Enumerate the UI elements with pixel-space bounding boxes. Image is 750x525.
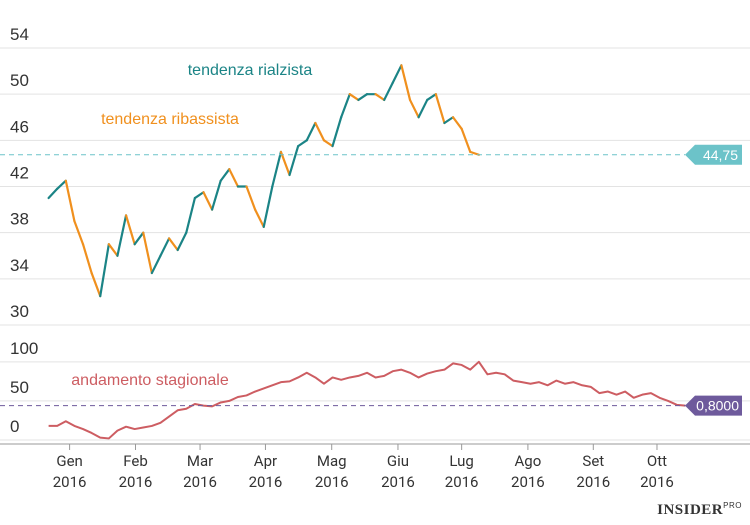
x-tick-label: Feb 2016 <box>118 452 153 491</box>
trend-segment <box>417 98 429 119</box>
trend-segment <box>451 116 463 130</box>
trend-segment <box>460 127 472 153</box>
trend-segment <box>322 139 334 148</box>
trend-segment <box>400 64 412 102</box>
annotation: andamento stagionale <box>71 372 229 389</box>
trend-segment <box>262 185 274 228</box>
x-tick-label: Ott 2016 <box>640 452 674 491</box>
trend-segment <box>133 231 145 246</box>
y-tick-label: 46 <box>10 117 29 136</box>
trend-segment <box>228 168 240 188</box>
trend-segment <box>90 271 102 298</box>
trend-segment <box>408 98 420 119</box>
annotation: tendenza ribassista <box>101 111 239 128</box>
trend-segment <box>288 145 300 177</box>
value-badge-label: 0,8000 <box>696 398 739 414</box>
logo-text: INSIDER <box>657 502 724 518</box>
trend-segment <box>331 116 343 148</box>
trend-segment <box>107 243 119 257</box>
trend-segment <box>279 150 291 177</box>
trend-segment <box>64 179 76 223</box>
y-tick-label: 50 <box>10 378 29 397</box>
x-tick-label: Lug 2016 <box>444 452 479 491</box>
trend-segment <box>383 81 394 102</box>
trend-segment <box>254 208 265 228</box>
value-badge <box>685 395 742 416</box>
trend-segment <box>99 243 110 298</box>
trend-segment <box>150 254 162 275</box>
trend-segment <box>73 220 85 246</box>
x-tick-label: Ago 2016 <box>511 452 545 491</box>
trend-segment <box>348 93 360 102</box>
trend-segment <box>159 237 171 257</box>
trend-segment <box>314 121 326 142</box>
trend-segment <box>185 196 196 234</box>
trend-segment <box>167 237 179 252</box>
trend-segment <box>245 185 257 211</box>
trend-segment <box>142 231 153 275</box>
x-tick-label: Mar 2016 <box>183 452 217 491</box>
trend-segment <box>374 93 386 102</box>
logo-sup: PRO <box>723 501 742 510</box>
annotation: tendenza rialzista <box>188 62 313 79</box>
trend-segment <box>426 93 437 102</box>
x-tick-label: Apr 2016 <box>248 452 283 491</box>
y-tick-label: 100 <box>10 339 38 358</box>
trend-segment <box>124 214 136 246</box>
x-tick-label: Mag 2016 <box>314 452 349 491</box>
y-tick-label: 30 <box>10 302 29 321</box>
trend-segment <box>434 93 446 125</box>
trend-segment <box>56 179 67 190</box>
y-tick-label: 34 <box>10 256 29 275</box>
value-badge <box>685 144 742 165</box>
trend-segment <box>47 187 59 200</box>
trend-segment <box>210 179 222 211</box>
seasonal-line <box>48 360 686 440</box>
trend-segment <box>340 93 351 119</box>
logo: INSIDERPRO <box>657 501 742 519</box>
x-tick-label: Giu 2016 <box>381 452 415 491</box>
trend-segment <box>219 168 231 182</box>
value-badge-label: 44,75 <box>703 147 738 163</box>
trend-segment <box>116 214 128 257</box>
trend-segment <box>297 139 308 148</box>
trend-segment <box>443 116 455 125</box>
trend-segment <box>391 64 403 84</box>
trend-segment <box>176 231 188 252</box>
trend-segment <box>202 191 214 211</box>
y-tick-label: 38 <box>10 210 29 229</box>
trend-segment <box>357 93 369 102</box>
trend-segment <box>271 150 283 188</box>
trend-segment <box>193 191 205 200</box>
trend-segment <box>81 243 93 275</box>
y-tick-label: 50 <box>10 71 29 90</box>
trend-segment <box>305 121 317 142</box>
x-tick-label: Set 2016 <box>576 452 611 491</box>
y-tick-label: 0 <box>10 417 19 436</box>
y-tick-label: 42 <box>10 164 29 183</box>
y-tick-label: 54 <box>10 25 29 44</box>
x-tick-label: Gen 2016 <box>52 452 87 491</box>
